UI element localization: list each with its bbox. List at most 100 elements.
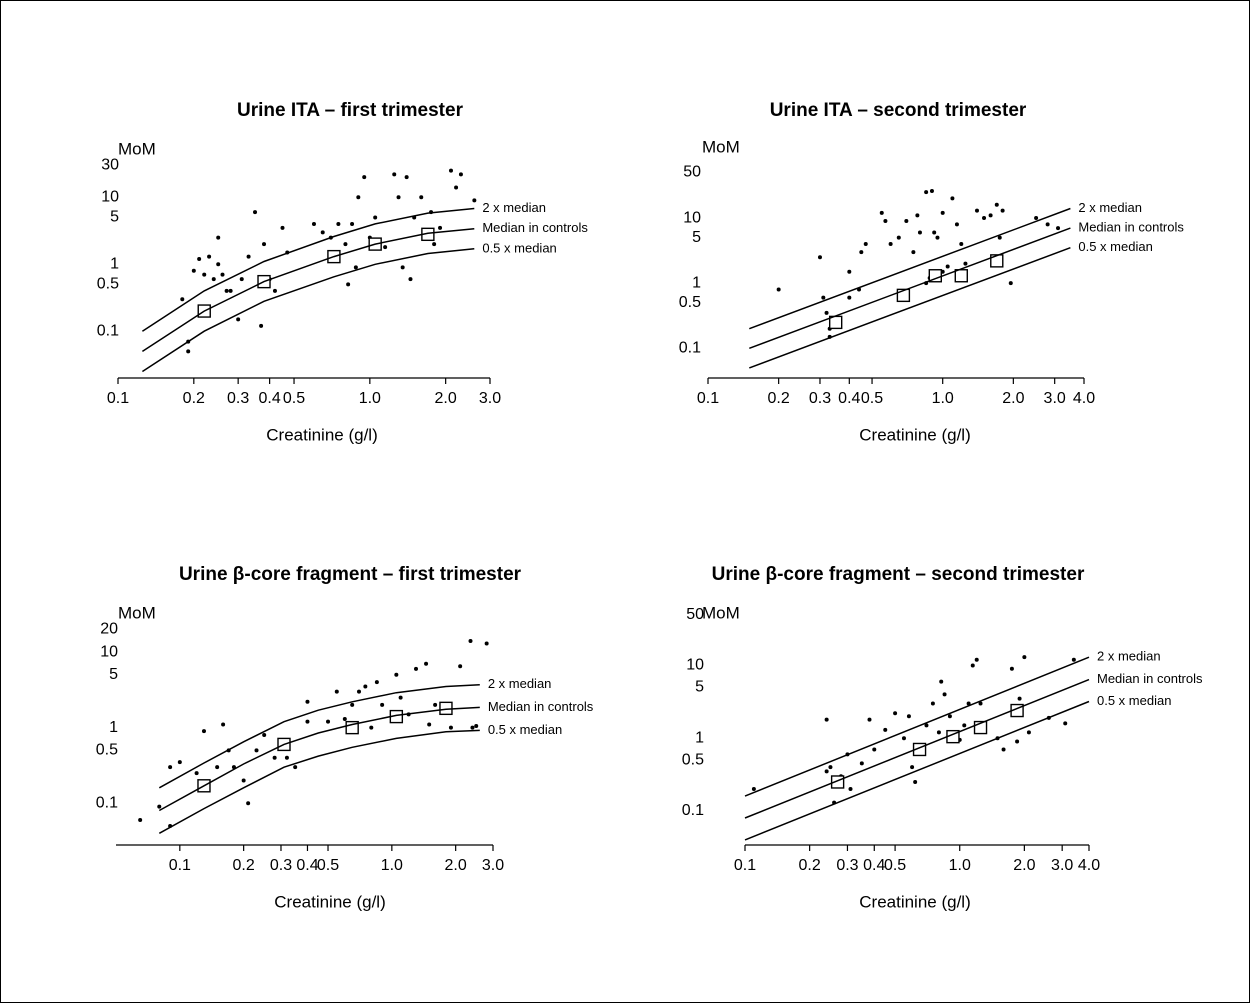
median-square bbox=[954, 269, 968, 283]
data-point bbox=[978, 701, 983, 706]
x-tick-label: 1.0 bbox=[359, 390, 381, 407]
data-point bbox=[353, 265, 358, 270]
x-tick-label: 0.1 bbox=[169, 857, 191, 874]
data-point bbox=[180, 297, 185, 302]
data-point bbox=[932, 230, 937, 235]
y-axis-label: MoM bbox=[118, 139, 156, 158]
y-tick-label: 5 bbox=[695, 679, 704, 696]
data-point bbox=[433, 702, 438, 707]
data-point bbox=[272, 755, 277, 760]
data-point bbox=[847, 269, 852, 274]
curve-label: 2 x median bbox=[488, 676, 552, 691]
data-point bbox=[363, 684, 368, 689]
data-point bbox=[211, 277, 216, 282]
data-point bbox=[936, 730, 941, 735]
x-tick-label: 0.1 bbox=[697, 390, 719, 407]
data-point bbox=[374, 680, 379, 685]
data-point bbox=[448, 725, 453, 730]
data-point bbox=[929, 189, 934, 194]
data-point bbox=[970, 663, 975, 668]
x-tick-label: 0.3 bbox=[809, 390, 831, 407]
y-tick-label: 0.1 bbox=[96, 794, 118, 811]
data-point bbox=[259, 323, 264, 328]
data-point bbox=[380, 702, 385, 707]
data-point bbox=[369, 725, 374, 730]
median-curve bbox=[749, 227, 1071, 350]
data-point bbox=[346, 282, 351, 287]
y-tick-label: 0.5 bbox=[682, 751, 704, 768]
data-point bbox=[901, 736, 906, 741]
data-point bbox=[1026, 730, 1031, 735]
y-tick-label: 1 bbox=[109, 719, 118, 736]
y-tick-label: 5 bbox=[109, 666, 118, 683]
curve-label: 2 x median bbox=[1078, 200, 1142, 215]
x-tick-label: 4.0 bbox=[1073, 390, 1095, 407]
data-point bbox=[484, 641, 489, 646]
data-point bbox=[262, 242, 267, 247]
data-point bbox=[988, 213, 993, 218]
data-point bbox=[383, 245, 388, 250]
data-point bbox=[236, 317, 241, 322]
data-point bbox=[362, 175, 367, 180]
data-point bbox=[228, 288, 233, 293]
x-tick-label: 3.0 bbox=[482, 857, 504, 874]
x-tick-label: 0.4 bbox=[838, 390, 860, 407]
median-curve bbox=[158, 683, 480, 789]
x-tick-label: 0.4 bbox=[296, 857, 318, 874]
data-point bbox=[817, 255, 822, 260]
curve-label: 0.5 x median bbox=[482, 240, 556, 255]
data-point bbox=[400, 265, 405, 270]
x-tick-label: 3.0 bbox=[1051, 857, 1073, 874]
median-curve bbox=[158, 706, 480, 812]
data-point bbox=[945, 264, 950, 269]
data-point bbox=[1008, 281, 1013, 286]
median-curve bbox=[141, 248, 475, 373]
y-tick-label: 10 bbox=[100, 643, 118, 660]
data-point bbox=[1015, 739, 1020, 744]
y-tick-label: 0.5 bbox=[679, 294, 701, 311]
data-point bbox=[751, 787, 756, 792]
data-point bbox=[448, 168, 453, 173]
x-tick-label: 2.0 bbox=[1002, 390, 1024, 407]
x-tick-label: 3.0 bbox=[479, 390, 501, 407]
median-curve bbox=[158, 729, 480, 834]
data-point bbox=[879, 210, 884, 215]
y-tick-label: 1 bbox=[110, 255, 119, 272]
data-point bbox=[824, 717, 829, 722]
data-point bbox=[974, 208, 979, 213]
data-point bbox=[940, 210, 945, 215]
data-point bbox=[168, 765, 173, 770]
median-curve bbox=[749, 246, 1071, 369]
x-tick-label: 2.0 bbox=[435, 390, 457, 407]
median-curve bbox=[744, 656, 1090, 797]
data-point bbox=[424, 661, 429, 666]
data-point bbox=[824, 310, 829, 315]
data-point bbox=[239, 277, 244, 282]
y-axis-label: MoM bbox=[118, 603, 156, 622]
y-tick-label: 0.5 bbox=[96, 742, 118, 759]
curve-label: 0.5 x median bbox=[1078, 239, 1152, 254]
y-tick-label: 0.1 bbox=[682, 802, 704, 819]
data-point bbox=[906, 714, 911, 719]
chart-title: Urine β-core fragment – second trimester bbox=[712, 564, 1085, 585]
data-point bbox=[997, 235, 1002, 240]
data-point bbox=[915, 213, 920, 218]
data-point bbox=[320, 230, 325, 235]
data-point bbox=[138, 817, 143, 822]
data-point bbox=[896, 235, 901, 240]
data-point bbox=[280, 225, 285, 230]
data-point bbox=[1063, 721, 1068, 726]
data-point bbox=[963, 261, 968, 266]
data-point bbox=[966, 701, 971, 706]
data-point bbox=[224, 288, 229, 293]
data-point bbox=[867, 717, 872, 722]
data-point bbox=[216, 235, 221, 240]
x-tick-label: 4.0 bbox=[1078, 857, 1100, 874]
median-curve bbox=[749, 207, 1071, 330]
x-axis-label: Creatinine (g/l) bbox=[274, 892, 386, 911]
y-tick-label: 30 bbox=[101, 157, 119, 174]
data-point bbox=[262, 732, 267, 737]
data-point bbox=[253, 210, 258, 215]
data-point bbox=[438, 225, 443, 230]
